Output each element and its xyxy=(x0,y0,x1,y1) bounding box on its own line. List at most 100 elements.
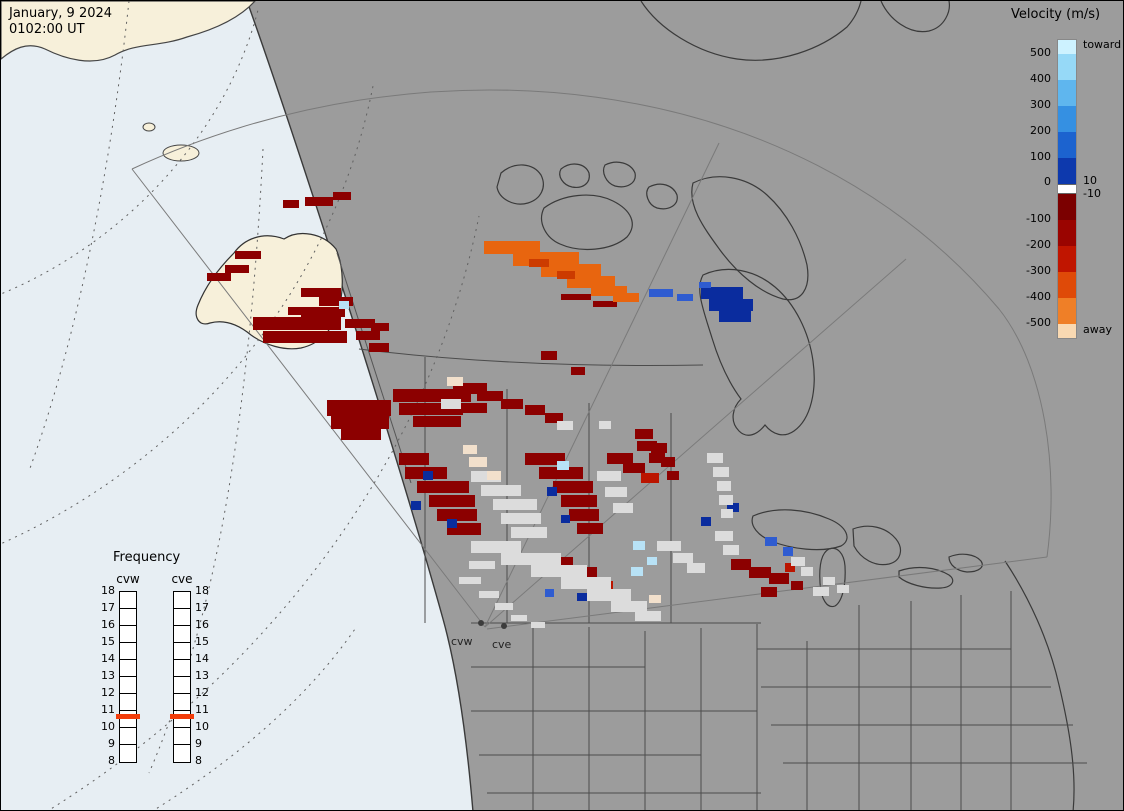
velocity-cell xyxy=(785,563,795,572)
velocity-cell xyxy=(561,495,597,507)
radar-label-cve: cve xyxy=(492,638,512,651)
velocity-cell xyxy=(553,481,593,493)
velocity-cell xyxy=(253,317,341,330)
velocity-cell xyxy=(765,537,777,546)
velocity-cell xyxy=(791,557,805,566)
velocity-cell xyxy=(437,509,477,521)
velocity-cell xyxy=(283,200,299,208)
velocity-cell xyxy=(813,587,829,596)
velocity-cell xyxy=(623,463,645,473)
state-borders-vertical xyxy=(532,591,1012,810)
velocity-cell xyxy=(709,299,753,311)
lake-michigan-outline xyxy=(819,547,846,608)
velocity-cell xyxy=(567,276,615,288)
velocity-cell xyxy=(423,471,433,480)
velocity-cell xyxy=(461,403,487,413)
velocity-cell xyxy=(713,467,729,477)
velocity-cell xyxy=(531,622,545,628)
velocity-cell xyxy=(719,495,733,505)
velocity-cell xyxy=(339,301,349,309)
velocity-cell xyxy=(305,197,333,206)
velocity-cell xyxy=(631,567,643,576)
graticule-dotted xyxy=(1,1,480,810)
velocity-cell xyxy=(561,294,591,300)
velocity-cell xyxy=(687,563,705,573)
velocity-cell xyxy=(635,429,653,439)
lake-superior-outline xyxy=(751,509,848,551)
velocity-cell xyxy=(727,503,739,512)
velocity-cell xyxy=(371,323,389,331)
velocity-cell xyxy=(493,499,537,510)
velocity-cell xyxy=(463,445,477,454)
velocity-cell xyxy=(417,481,469,493)
velocity-cell xyxy=(635,611,661,621)
velocity-cell xyxy=(667,471,679,480)
velocity-cell xyxy=(301,307,345,317)
fov-edge-left xyxy=(131,168,486,628)
lake-huron-outline xyxy=(852,525,902,566)
ellesmere-outline xyxy=(640,1,862,61)
velocity-cell xyxy=(331,416,389,429)
velocity-cell xyxy=(429,495,475,507)
velocity-cell xyxy=(561,515,570,523)
graticule-arc-4 xyxy=(153,628,356,810)
velocity-cell xyxy=(577,523,603,534)
velocity-cell xyxy=(647,557,657,565)
landmass-gray xyxy=(247,1,1123,810)
velocity-cell xyxy=(587,589,631,601)
velocity-cell xyxy=(801,567,813,576)
velocity-cell xyxy=(607,453,633,464)
velocity-cell xyxy=(501,399,523,409)
velocity-cell xyxy=(591,286,627,296)
greenland-outline xyxy=(880,1,950,33)
arctic-island-outline-3 xyxy=(646,183,678,210)
velocity-cell xyxy=(701,287,743,299)
graticule-meridian-2 xyxy=(148,148,264,774)
velocity-cell xyxy=(479,591,499,598)
velocity-cell xyxy=(529,259,549,267)
velocity-cell xyxy=(721,509,733,518)
velocity-cell xyxy=(677,294,693,301)
velocity-cell xyxy=(531,565,587,577)
velocity-cell xyxy=(613,293,639,302)
velocity-cell xyxy=(577,593,587,601)
velocity-cell xyxy=(471,471,501,482)
velocity-cell xyxy=(539,467,583,479)
velocity-cell xyxy=(569,509,599,521)
velocity-cell xyxy=(749,567,771,578)
velocity-cell xyxy=(511,615,527,621)
radar-site-dot-cve xyxy=(501,623,507,629)
velocity-cell xyxy=(399,453,429,465)
velocity-cell xyxy=(583,567,597,577)
arctic-island-outline-1 xyxy=(559,163,590,188)
velocity-cell xyxy=(571,367,585,375)
velocity-cell xyxy=(447,377,463,386)
velocity-cell xyxy=(393,389,471,402)
date-label: January, 9 2024 xyxy=(9,6,113,21)
victoria-island-outline xyxy=(540,194,633,250)
map-outlines xyxy=(336,1,1075,810)
velocity-cell xyxy=(263,331,347,343)
velocity-cell xyxy=(707,453,723,463)
velocity-cell xyxy=(649,289,673,297)
baffin-island-outline xyxy=(691,176,809,301)
velocity-cell xyxy=(557,461,569,470)
velocity-cell xyxy=(597,471,621,481)
velocity-cell xyxy=(345,319,375,328)
velocity-cell xyxy=(723,545,739,555)
territory-border xyxy=(358,348,704,366)
state-borders-horizontal xyxy=(471,648,1087,794)
velocity-cell xyxy=(327,400,391,416)
velocity-cell xyxy=(369,343,389,352)
velocity-cell xyxy=(411,501,421,510)
velocity-cell xyxy=(484,241,540,254)
velocity-cell xyxy=(783,547,793,556)
velocity-cell xyxy=(341,429,381,440)
siberia-landmass xyxy=(1,1,256,62)
velocity-cell xyxy=(469,457,487,467)
velocity-cell xyxy=(769,573,789,584)
velocity-cell xyxy=(557,421,573,430)
velocity-cell xyxy=(469,561,495,569)
velocity-cell xyxy=(561,577,611,589)
